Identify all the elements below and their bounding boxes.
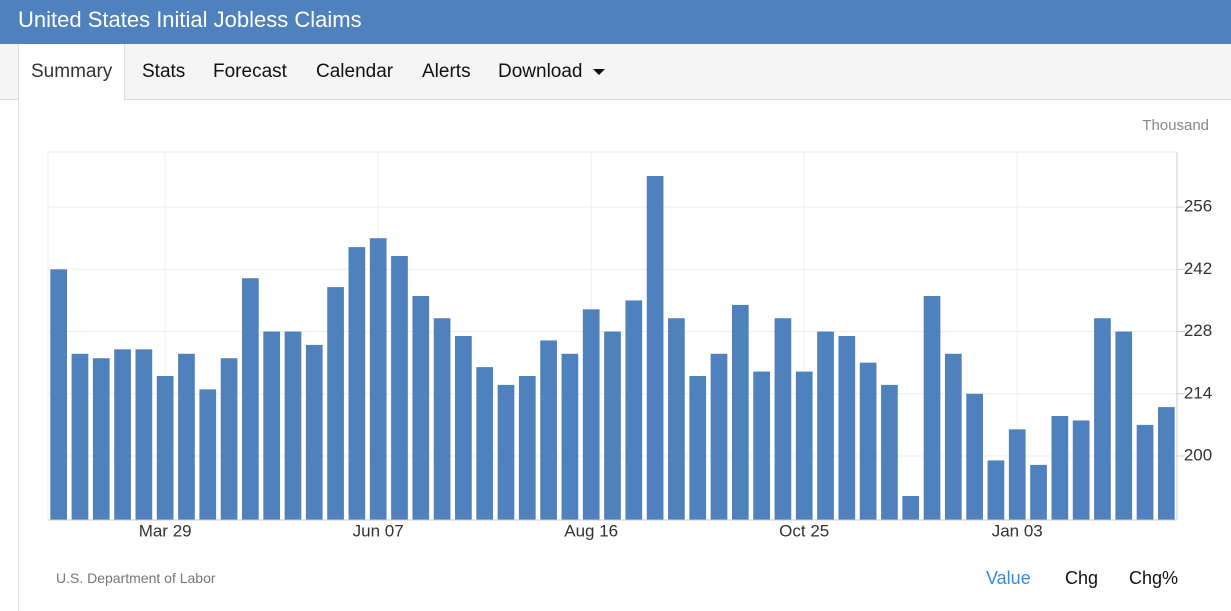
- bar: [242, 278, 259, 520]
- bar: [646, 176, 664, 520]
- bar: [391, 256, 408, 520]
- page-title: United States Initial Jobless Claims: [18, 7, 362, 32]
- bar: [817, 331, 834, 520]
- bar: [178, 353, 195, 520]
- bar: [455, 336, 472, 520]
- bar: [902, 496, 920, 520]
- toggle[interactable]: Chg%: [1129, 568, 1179, 588]
- bar: [1072, 420, 1090, 520]
- bar: [944, 353, 962, 520]
- bar: [582, 309, 600, 520]
- bar: [220, 358, 238, 520]
- bar: [518, 376, 536, 520]
- x-tick-label: Aug 16: [564, 521, 618, 540]
- bar: [114, 349, 131, 520]
- bar: [156, 376, 174, 520]
- bar: [795, 371, 813, 520]
- bar: [731, 304, 749, 520]
- bar: [966, 393, 983, 520]
- bar: [327, 287, 344, 520]
- dropdown-caret: [592, 68, 605, 75]
- y-tick-label: 214: [1184, 383, 1212, 402]
- y-tick-label: 256: [1184, 197, 1212, 216]
- bar: [668, 318, 685, 520]
- unit-label: Thousand: [1142, 117, 1209, 134]
- bar: [1008, 429, 1026, 520]
- bar: [1115, 331, 1133, 520]
- bar: [369, 238, 387, 520]
- bar: [604, 331, 621, 520]
- bar: [412, 296, 430, 520]
- x-tick-label: Mar 29: [139, 521, 192, 540]
- tab[interactable]: Forecast: [213, 61, 287, 82]
- bar: [923, 296, 941, 520]
- y-tick-label: 228: [1184, 321, 1212, 340]
- bar: [710, 353, 728, 520]
- toggle[interactable]: Value: [986, 568, 1031, 588]
- chart-panel: [18, 100, 1231, 611]
- tab[interactable]: Stats: [142, 61, 186, 82]
- bar: [1157, 407, 1175, 520]
- x-tick-label: Jun 07: [353, 521, 404, 540]
- bar: [561, 353, 579, 520]
- bar: [135, 349, 153, 520]
- bar: [476, 367, 494, 520]
- tab[interactable]: Calendar: [316, 61, 394, 82]
- bar: [881, 384, 898, 520]
- bar: [540, 340, 557, 520]
- bar: [753, 371, 770, 520]
- bar: [859, 362, 877, 520]
- source: U.S. Department of Labor: [56, 570, 216, 586]
- bar: [838, 336, 856, 520]
- x-tick-label: Oct 25: [779, 521, 829, 540]
- bar: [497, 384, 515, 520]
- tab[interactable]: Download: [498, 44, 605, 100]
- y-tick-label: 242: [1184, 259, 1212, 278]
- bar: [1136, 424, 1154, 520]
- tab-bar: Summary Stats Forecast Calendar Alerts D…: [0, 44, 1231, 101]
- bar: [1094, 318, 1111, 520]
- bar: [284, 331, 302, 520]
- bar: [625, 300, 643, 520]
- bar: [199, 389, 217, 520]
- header: United States Initial Jobless Claims: [0, 0, 1231, 44]
- bar: [348, 247, 366, 520]
- bar: [92, 358, 110, 520]
- bar: [50, 269, 68, 520]
- bar: [433, 318, 451, 520]
- tab-label: Download: [498, 61, 583, 82]
- y-tick-label: 200: [1184, 445, 1212, 464]
- bar: [987, 460, 1005, 520]
- bar: [1051, 416, 1069, 520]
- tab[interactable]: Summary: [18, 44, 126, 101]
- bar: [689, 376, 707, 520]
- bar: [774, 318, 792, 520]
- tab[interactable]: Alerts: [422, 61, 471, 82]
- bar: [1030, 464, 1047, 520]
- toggle[interactable]: Chg: [1065, 568, 1099, 588]
- x-tick-label: Jan 03: [992, 521, 1043, 540]
- bar: [263, 331, 281, 520]
- bar: [305, 344, 323, 520]
- bar: [71, 353, 89, 520]
